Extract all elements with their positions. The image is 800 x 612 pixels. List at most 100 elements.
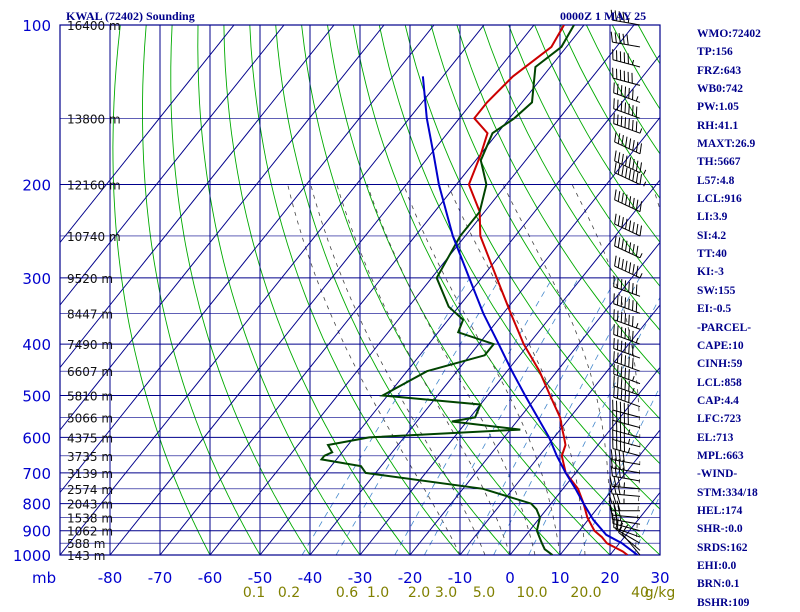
wind-flag (618, 237, 620, 247)
wind-flag (617, 339, 618, 349)
mixing-ratio-label: 3.0 (435, 585, 457, 600)
index-item: TT:40 (697, 245, 800, 263)
wind-flag (629, 299, 630, 309)
wind-barb (610, 484, 640, 497)
pressure-label: 300 (22, 270, 51, 288)
wind-flag (614, 324, 615, 334)
index-item: LI:3.9 (697, 208, 800, 226)
wind-flag (614, 375, 615, 385)
mixing-ratio-line (302, 278, 470, 555)
index-item: -WIND- (697, 465, 800, 483)
wind-flag (629, 344, 630, 354)
index-item: LFC:723 (697, 410, 800, 428)
mixing-ratio-label: 10.0 (516, 585, 547, 600)
x-unit-label: mb (32, 569, 56, 587)
wind-flag (629, 282, 630, 292)
wind-flag (621, 378, 622, 388)
mixing-ratio-line (395, 278, 553, 555)
height-label: 8447 m (67, 307, 113, 321)
wind-flag (629, 357, 630, 367)
wind-flag (615, 132, 617, 142)
wind-flag (625, 328, 626, 338)
wind-half-flag (636, 338, 638, 343)
wind-flag (636, 173, 638, 183)
pressure-label: 100 (22, 17, 51, 35)
wind-flag (625, 380, 626, 390)
wind-half-flag (636, 96, 638, 101)
index-item: STM:334/18 (697, 484, 800, 502)
wind-staff (612, 494, 640, 496)
wind-flag (632, 331, 633, 341)
wind-half-flag (644, 170, 646, 175)
height-label: 6607 m (67, 365, 113, 379)
mixing-ratio-label: 0.6 (336, 585, 358, 600)
index-item: SW:155 (697, 282, 800, 300)
wind-flag (636, 302, 637, 312)
wind-flag (614, 293, 615, 303)
wind-flag (617, 84, 618, 94)
height-label: 3735 m (67, 450, 113, 464)
wind-flag (629, 138, 631, 148)
wind-flag (618, 257, 620, 267)
wind-flag (629, 330, 630, 340)
dry-adiabat (171, 25, 310, 555)
index-item: HEL:174 (697, 502, 800, 520)
chart-title: KWAL (72402) Sounding (66, 9, 195, 24)
wind-flag (629, 221, 631, 231)
index-item: MPL:663 (697, 447, 800, 465)
index-item: SRDS:162 (697, 539, 800, 557)
wind-flag (615, 189, 617, 199)
wind-flag (617, 325, 618, 335)
wind-flag (614, 338, 615, 348)
wind-flag (621, 116, 622, 126)
temperature-label: 0 (505, 569, 515, 587)
index-item: CAP:4.4 (697, 392, 800, 410)
wind-flag (629, 369, 630, 379)
index-item: MAXT:26.9 (697, 135, 800, 153)
wind-flag (611, 32, 612, 42)
wind-flag (617, 353, 618, 363)
wind-flag (629, 315, 630, 325)
height-label: 10740 m (67, 230, 121, 244)
wind-flag (615, 32, 616, 42)
wind-flag (636, 246, 638, 256)
moist-adiabat (337, 185, 510, 556)
temperature-label: -60 (198, 569, 223, 587)
wind-flag (636, 107, 637, 117)
isotherm (110, 25, 534, 555)
isotherm (0, 25, 384, 555)
mixing-ratio-label: 1.0 (367, 585, 389, 600)
height-label: 13800 m (67, 112, 121, 126)
wind-flag (625, 102, 626, 112)
wind-barb (614, 276, 640, 296)
wind-flag (629, 262, 631, 272)
wind-flag (629, 119, 630, 129)
pressure-label: 500 (22, 387, 51, 405)
mixing-ratio-label: 2.0 (408, 585, 430, 600)
wind-flag (622, 239, 624, 249)
wind-flag (625, 219, 627, 229)
index-item: TH:5667 (697, 153, 800, 171)
wind-flag (629, 157, 631, 167)
wind-flag (621, 296, 622, 306)
wind-flag (636, 224, 638, 234)
wind-flag (625, 280, 626, 290)
wind-flag (625, 167, 627, 177)
wind-flag (614, 309, 615, 319)
wind-flag (617, 388, 618, 398)
isotherm (310, 25, 734, 555)
height-label: 5066 m (67, 411, 113, 425)
wind-staff (613, 60, 640, 67)
index-item: CAPE:10 (697, 337, 800, 355)
index-item: RH:41.1 (697, 117, 800, 135)
wind-flag (618, 191, 620, 201)
wind-flag (621, 354, 622, 364)
wind-flag (627, 34, 628, 44)
wind-flag (632, 358, 633, 368)
wind-flag (622, 154, 624, 164)
wind-flag (633, 264, 635, 274)
wind-flag (629, 169, 631, 179)
wind-flag (614, 364, 615, 374)
